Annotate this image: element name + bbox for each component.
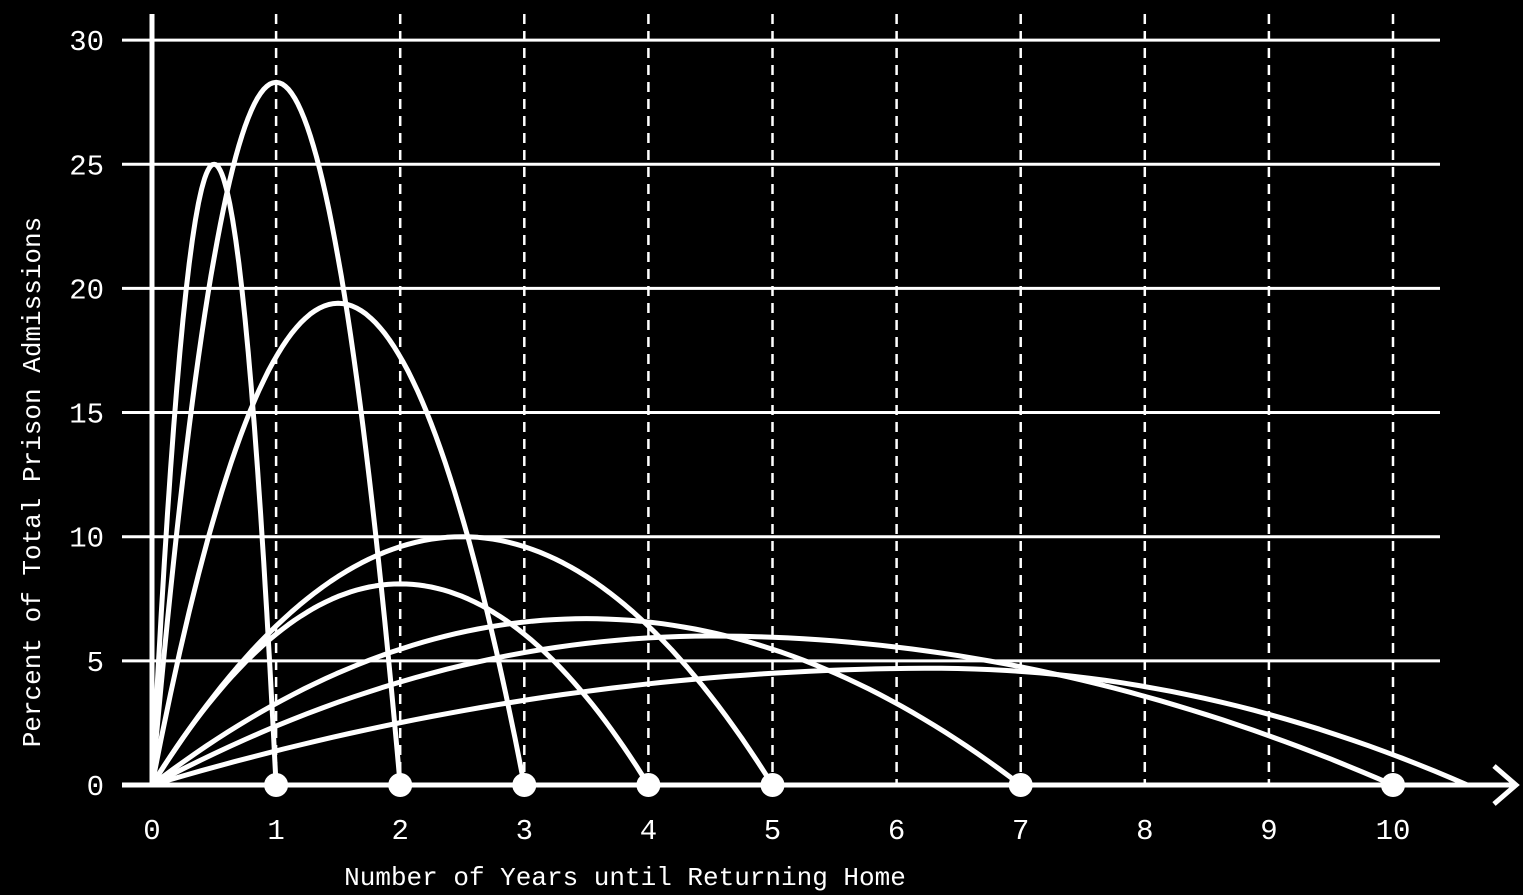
y-tick-label-5: 5 (87, 647, 104, 680)
x-tick-label-3: 3 (516, 815, 533, 848)
x-tick-label-0: 0 (143, 815, 160, 848)
endpoint-marker-3 (512, 773, 537, 797)
series-curve-5 (149, 534, 775, 788)
endpoint-marker-2 (388, 773, 413, 797)
endpoint-markers (264, 773, 1405, 797)
y-tick-label-20: 20 (69, 274, 104, 307)
x-tick-label-5: 5 (764, 815, 781, 848)
series-curve-1 (149, 161, 279, 788)
endpoint-marker-7 (1008, 773, 1033, 797)
series-curve-6 (149, 616, 1024, 788)
y-axis-label: Percent of Total Prison Admissions (18, 217, 48, 748)
x-tick-label-6: 6 (888, 815, 905, 848)
y-tick-label-15: 15 (69, 399, 104, 432)
series-curve-8 (149, 665, 1470, 788)
endpoint-marker-10 (1381, 773, 1405, 797)
axes (122, 14, 1520, 806)
x-tick-label-1: 1 (267, 815, 284, 848)
y-tick-label-25: 25 (69, 150, 104, 183)
vertical-gridlines (274, 14, 1395, 785)
x-tick-label-7: 7 (1012, 815, 1029, 848)
y-tick-label-30: 30 (69, 26, 104, 59)
x-tick-label-9: 9 (1260, 815, 1277, 848)
tick-labels: 0 5 10 15 20 25 30 0 1 2 3 4 5 6 7 8 9 10 (69, 26, 1410, 848)
x-tick-label-10: 10 (1376, 815, 1411, 848)
x-axis-arrowhead (1492, 764, 1520, 806)
y-tick-label-10: 10 (69, 523, 104, 556)
endpoint-marker-5 (760, 773, 785, 797)
x-tick-label-8: 8 (1136, 815, 1153, 848)
x-tick-label-4: 4 (640, 815, 657, 848)
y-tick-label-0: 0 (87, 771, 104, 804)
endpoint-marker-1 (264, 773, 289, 797)
endpoint-marker-4 (636, 773, 661, 797)
series-curve-3 (149, 300, 527, 788)
series-curve-7 (149, 633, 1396, 788)
x-tick-label-2: 2 (391, 815, 408, 848)
x-axis-label: Number of Years until Returning Home (344, 863, 906, 893)
series-curves (149, 79, 1470, 788)
series-curve-2 (149, 79, 403, 788)
